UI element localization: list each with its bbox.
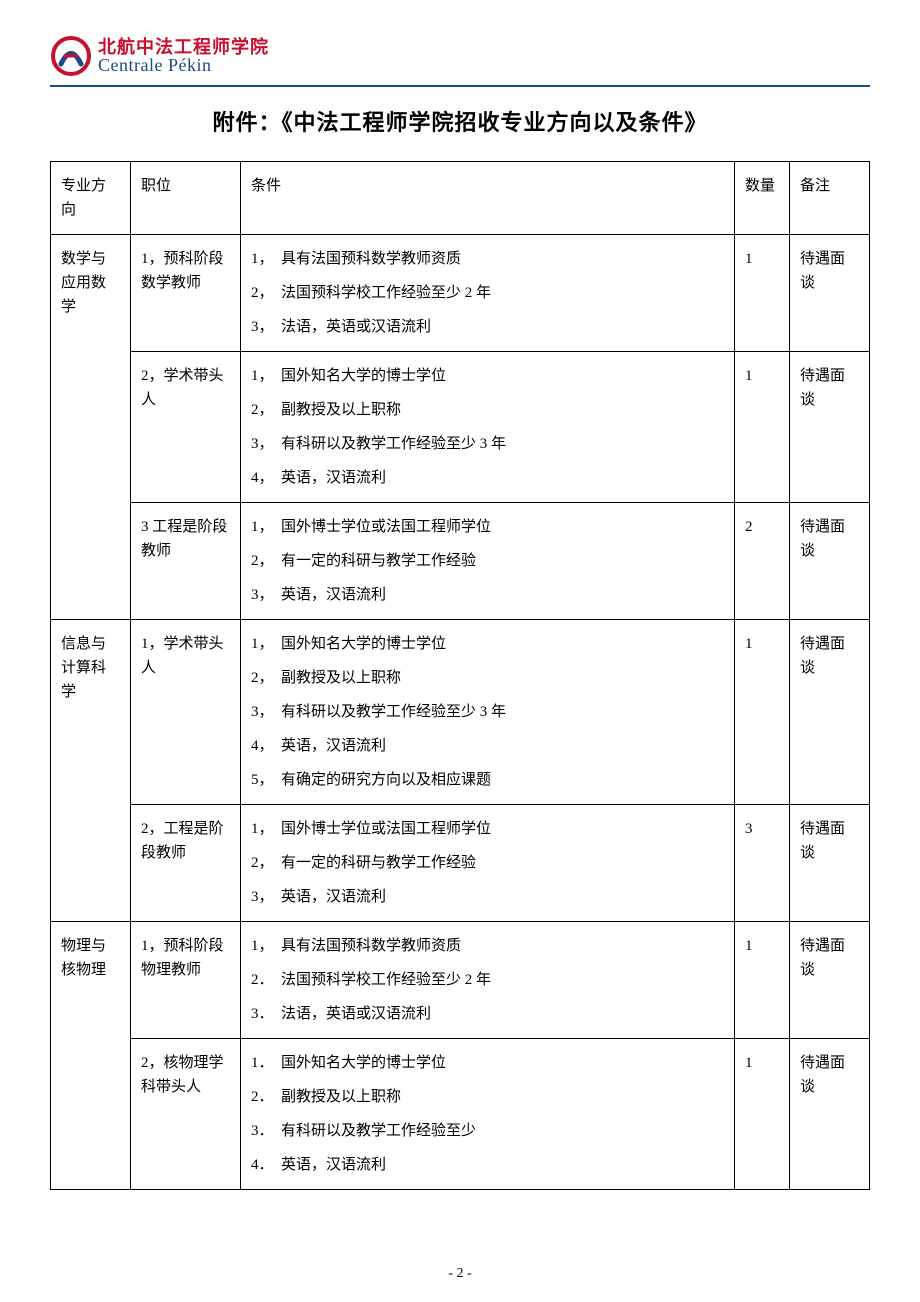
cell-major: 数学与应用数学 — [51, 235, 131, 620]
condition-item: 2，有一定的科研与教学工作经验 — [251, 851, 724, 875]
cell-quantity: 2 — [735, 503, 790, 620]
cell-quantity: 1 — [735, 235, 790, 352]
cell-remark: 待遇面谈 — [790, 352, 870, 503]
condition-item: 3，法语，英语或汉语流利 — [251, 315, 724, 339]
condition-item: 1，国外博士学位或法国工程师学位 — [251, 515, 724, 539]
cell-major: 物理与核物理 — [51, 922, 131, 1190]
condition-item: 3．有科研以及教学工作经验至少 — [251, 1119, 724, 1143]
condition-item: 3，英语，汉语流利 — [251, 885, 724, 909]
header-condition: 条件 — [241, 162, 735, 235]
table-header-row: 专业方向 职位 条件 数量 备注 — [51, 162, 870, 235]
condition-item: 1，具有法国预科数学教师资质 — [251, 934, 724, 958]
cell-remark: 待遇面谈 — [790, 235, 870, 352]
cell-remark: 待遇面谈 — [790, 620, 870, 805]
condition-item: 2，法国预科学校工作经验至少 2 年 — [251, 281, 724, 305]
document-title: 附件：《中法工程师学院招收专业方向以及条件》 — [50, 105, 870, 137]
condition-item: 2，副教授及以上职称 — [251, 666, 724, 690]
logo-en-text: Centrale Pékin — [98, 56, 269, 74]
cell-position: 1，学术带头人 — [131, 620, 241, 805]
table-row: 2，核物理学科带头人 1．国外知名大学的博士学位 2．副教授及以上职称 3．有科研以及… — [51, 1039, 870, 1190]
cell-position: 1，预科阶段数学教师 — [131, 235, 241, 352]
cell-condition: 1．国外知名大学的博士学位 2．副教授及以上职称 3．有科研以及教学工作经验至少 4．… — [241, 1039, 735, 1190]
cell-major: 信息与计算科学 — [51, 620, 131, 922]
condition-item: 3，有科研以及教学工作经验至少 3 年 — [251, 432, 724, 456]
condition-item: 2，有一定的科研与教学工作经验 — [251, 549, 724, 573]
recruitment-table: 专业方向 职位 条件 数量 备注 数学与应用数学1，预科阶段数学教师1，具有法国… — [50, 161, 870, 1190]
cell-remark: 待遇面谈 — [790, 503, 870, 620]
condition-item: 4，英语，汉语流利 — [251, 466, 724, 490]
cell-position: 2，工程是阶段教师 — [131, 805, 241, 922]
logo-mark-icon — [50, 35, 92, 77]
logo-text: 北航中法工程师学院 Centrale Pékin — [98, 38, 269, 74]
table-row: 3 工程是阶段教师 1，国外博士学位或法国工程师学位 2，有一定的科研与教学工作经验… — [51, 503, 870, 620]
cell-condition: 1，国外博士学位或法国工程师学位 2，有一定的科研与教学工作经验 3，英语，汉语流利 — [241, 805, 735, 922]
header-remark: 备注 — [790, 162, 870, 235]
logo-cn-text: 北航中法工程师学院 — [98, 38, 269, 56]
cell-quantity: 1 — [735, 620, 790, 805]
table-row: 信息与计算科学1，学术带头人1，国外知名大学的博士学位2，副教授及以上职称3，有… — [51, 620, 870, 805]
condition-item: 1，国外博士学位或法国工程师学位 — [251, 817, 724, 841]
cell-position: 3 工程是阶段教师 — [131, 503, 241, 620]
logo: 北航中法工程师学院 Centrale Pékin — [50, 35, 269, 77]
cell-condition: 1，国外知名大学的博士学位 2，副教授及以上职称 3，有科研以及教学工作经验至少 3… — [241, 352, 735, 503]
header-quantity: 数量 — [735, 162, 790, 235]
condition-item: 5，有确定的研究方向以及相应课题 — [251, 768, 724, 792]
table-row: 数学与应用数学1，预科阶段数学教师1，具有法国预科数学教师资质2，法国预科学校工… — [51, 235, 870, 352]
header-major: 专业方向 — [51, 162, 131, 235]
cell-quantity: 1 — [735, 1039, 790, 1190]
table-row: 2，学术带头人 1，国外知名大学的博士学位 2，副教授及以上职称 3，有科研以及教学工… — [51, 352, 870, 503]
cell-position: 2，学术带头人 — [131, 352, 241, 503]
cell-condition: 1，具有法国预科数学教师资质 2．法国预科学校工作经验至少 2 年 3．法语，英语或… — [241, 922, 735, 1039]
condition-item: 3．法语，英语或汉语流利 — [251, 1002, 724, 1026]
cell-quantity: 1 — [735, 922, 790, 1039]
cell-position: 2，核物理学科带头人 — [131, 1039, 241, 1190]
cell-remark: 待遇面谈 — [790, 922, 870, 1039]
cell-quantity: 3 — [735, 805, 790, 922]
cell-condition: 1，国外博士学位或法国工程师学位 2，有一定的科研与教学工作经验 3，英语，汉语流利 — [241, 503, 735, 620]
cell-remark: 待遇面谈 — [790, 1039, 870, 1190]
condition-item: 2．副教授及以上职称 — [251, 1085, 724, 1109]
page-header: 北航中法工程师学院 Centrale Pékin — [50, 35, 870, 87]
condition-item: 2，副教授及以上职称 — [251, 398, 724, 422]
condition-item: 4．英语，汉语流利 — [251, 1153, 724, 1177]
table-row: 物理与核物理1，预科阶段物理教师1，具有法国预科数学教师资质2．法国预科学校工作… — [51, 922, 870, 1039]
condition-item: 1，具有法国预科数学教师资质 — [251, 247, 724, 271]
header-position: 职位 — [131, 162, 241, 235]
cell-quantity: 1 — [735, 352, 790, 503]
condition-item: 3，英语，汉语流利 — [251, 583, 724, 607]
cell-remark: 待遇面谈 — [790, 805, 870, 922]
condition-item: 3，有科研以及教学工作经验至少 3 年 — [251, 700, 724, 724]
condition-item: 2．法国预科学校工作经验至少 2 年 — [251, 968, 724, 992]
page-number: - 2 - — [0, 1266, 920, 1282]
condition-item: 1，国外知名大学的博士学位 — [251, 632, 724, 656]
cell-position: 1，预科阶段物理教师 — [131, 922, 241, 1039]
cell-condition: 1，国外知名大学的博士学位 2，副教授及以上职称 3，有科研以及教学工作经验至少 3… — [241, 620, 735, 805]
condition-item: 1，国外知名大学的博士学位 — [251, 364, 724, 388]
cell-condition: 1，具有法国预科数学教师资质 2，法国预科学校工作经验至少 2 年 3，法语，英语或… — [241, 235, 735, 352]
table-row: 2，工程是阶段教师 1，国外博士学位或法国工程师学位 2，有一定的科研与教学工作经验… — [51, 805, 870, 922]
condition-item: 4，英语，汉语流利 — [251, 734, 724, 758]
condition-item: 1．国外知名大学的博士学位 — [251, 1051, 724, 1075]
